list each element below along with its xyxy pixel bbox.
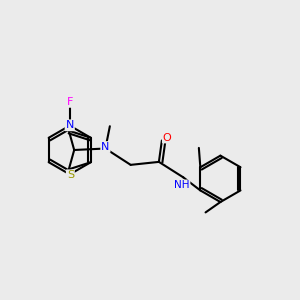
Text: N: N [65,120,74,130]
Text: NH: NH [174,180,190,190]
Text: O: O [163,133,172,142]
Text: N: N [101,142,110,152]
Text: S: S [67,170,74,180]
Text: F: F [67,97,73,107]
